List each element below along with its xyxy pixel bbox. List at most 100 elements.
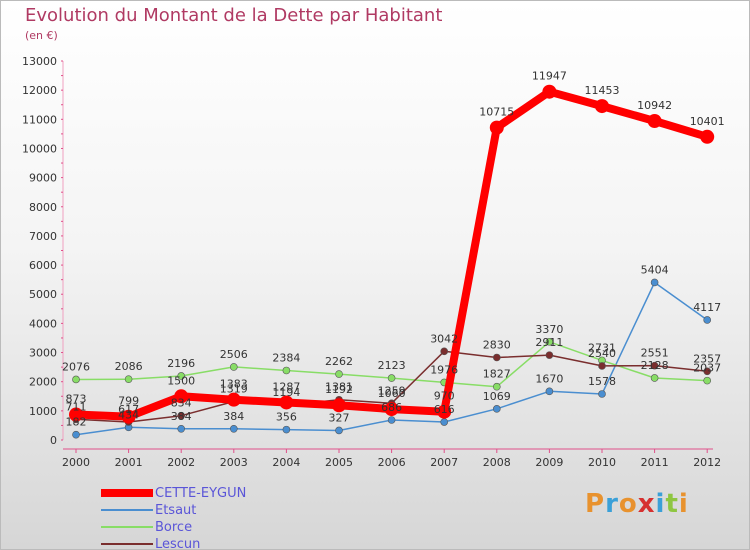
data-point (279, 395, 294, 410)
data-label: 10715 (479, 106, 514, 119)
data-label: 1383 (220, 378, 248, 391)
data-label: 3042 (430, 332, 458, 345)
data-point (598, 390, 606, 398)
data-point (282, 366, 291, 375)
data-point (177, 372, 185, 380)
y-tick-label: 0 (50, 434, 57, 447)
data-label: 2540 (588, 347, 616, 360)
data-point (177, 425, 185, 433)
data-point (703, 316, 712, 324)
data-label: 2506 (220, 348, 248, 361)
data-label: 5404 (641, 263, 669, 276)
data-point (437, 404, 452, 419)
chart-subtitle: (en €) (25, 29, 58, 42)
data-label: 617 (118, 403, 139, 416)
y-tick-label: 3000 (29, 347, 57, 360)
data-label: 434 (118, 408, 139, 421)
axes: 0 1000 2000 3000 4000 5000 6000 7000 8000 9000 100… (22, 55, 721, 469)
logo-letter: x (637, 489, 656, 519)
data-point (492, 382, 501, 391)
y-tick-label: 7000 (29, 230, 57, 243)
data-point (492, 353, 501, 362)
data-label: 2128 (641, 359, 669, 372)
y-tick-label: 2000 (29, 376, 57, 389)
logo-letter: o (618, 489, 638, 519)
y-tick-label: 4000 (29, 317, 57, 330)
data-label: 2551 (641, 347, 669, 360)
data-point (440, 418, 449, 426)
data-label: 2830 (483, 338, 511, 351)
data-point (650, 361, 659, 370)
data-label: 11947 (532, 70, 567, 83)
data-label: 182 (66, 416, 87, 429)
legend-swatch-lescun (101, 543, 153, 545)
x-tick-label: 2009 (535, 456, 563, 469)
legend-swatch-borce (101, 526, 153, 528)
x-tick-label: 2002 (167, 456, 195, 469)
y-tick-label: 9000 (29, 172, 57, 185)
data-point (282, 425, 291, 434)
data-point (647, 113, 662, 128)
data-point (124, 375, 133, 383)
x-tick-label: 2004 (272, 456, 300, 469)
data-label: 1069 (483, 390, 511, 403)
data-label: 2262 (325, 355, 353, 368)
x-tick-label: 2005 (325, 456, 353, 469)
y-tick-label: 10000 (22, 142, 57, 155)
data-label: 834 (171, 397, 192, 410)
logo-letter: i (678, 489, 689, 519)
data-point (542, 84, 557, 99)
data-point (595, 99, 609, 114)
y-tick-label: 11000 (22, 113, 57, 126)
data-point (387, 374, 396, 382)
data-point (650, 374, 659, 382)
data-point (230, 363, 238, 371)
legend-swatch-cette-eygun (101, 489, 153, 497)
data-label: 2076 (62, 360, 90, 373)
data-label: 2086 (115, 360, 143, 373)
data-point (703, 376, 712, 385)
data-point (335, 426, 343, 435)
data-point (700, 129, 715, 144)
data-point (545, 387, 554, 396)
data-label: 384 (223, 410, 244, 423)
legend-label: CETTE-EYGUN (155, 486, 247, 501)
data-label: 1976 (430, 363, 458, 376)
data-label: 327 (329, 411, 350, 424)
data-label: 1578 (588, 375, 616, 388)
data-point (177, 411, 185, 420)
logo-letter: t (665, 489, 679, 519)
data-label: 2123 (378, 359, 406, 372)
x-tick-label: 2003 (220, 456, 248, 469)
legend-label: Lescun (155, 537, 201, 550)
y-tick-label: 5000 (29, 288, 57, 301)
legend-swatch-etsaut (101, 509, 153, 511)
logo-letter: r (605, 489, 619, 519)
data-point (72, 430, 80, 439)
data-point (650, 278, 659, 287)
data-label: 2911 (535, 336, 563, 349)
y-tick-label: 12000 (22, 84, 57, 97)
x-tick-label: 2011 (641, 456, 669, 469)
series-cette-eygun (69, 84, 715, 424)
legend-label: Borce (155, 520, 193, 535)
y-tick-label: 8000 (29, 201, 57, 214)
data-label: 1500 (167, 374, 195, 387)
data-label: 1192 (325, 383, 353, 396)
data-label: 799 (118, 395, 139, 408)
data-label: 2037 (693, 362, 721, 375)
data-point (440, 347, 449, 356)
data-point (230, 425, 238, 433)
x-tick-label: 2000 (62, 456, 90, 469)
data-label: 616 (434, 403, 455, 416)
y-tick-label: 13000 (22, 55, 57, 68)
data-point (492, 405, 501, 413)
data-point (545, 337, 554, 346)
legend-label: Etsaut (155, 503, 197, 518)
x-tick-label: 2001 (115, 456, 143, 469)
x-tick-label: 2008 (483, 456, 511, 469)
data-point (545, 351, 554, 359)
data-point (174, 389, 189, 404)
